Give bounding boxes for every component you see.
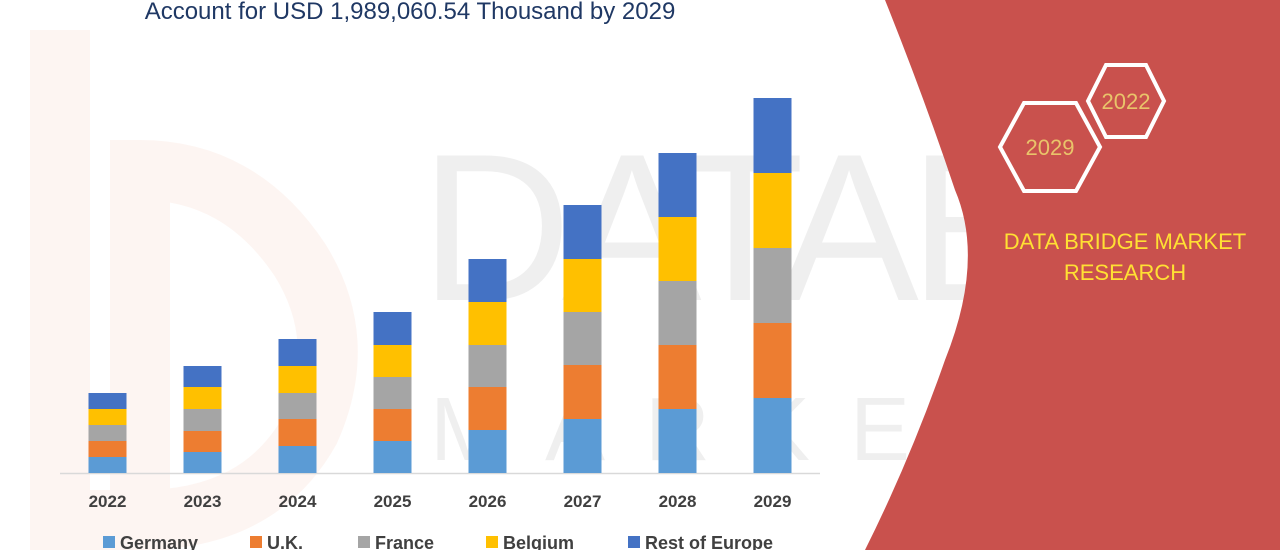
- bar-2022-germany: [88, 457, 127, 473]
- bar-2028-germany: [658, 409, 697, 473]
- bar-2024-u-k: [278, 419, 317, 446]
- legend-label: U.K.: [267, 533, 303, 550]
- bar-2026-france: [468, 345, 507, 387]
- bar-2024-belgium: [278, 366, 317, 393]
- bar-2029-france: [753, 248, 792, 323]
- legend-label: France: [375, 533, 434, 550]
- bar-2022-france: [88, 425, 127, 441]
- hexagon-label-2029: 2029: [1026, 135, 1075, 160]
- x-tick-label: 2023: [184, 492, 222, 511]
- x-tick-label: 2024: [279, 492, 317, 511]
- bar-2023-rest-of-europe: [183, 366, 222, 387]
- bar-2026-germany: [468, 430, 507, 473]
- bar-2027-germany: [563, 419, 602, 473]
- bar-2025-rest-of-europe: [373, 312, 412, 345]
- x-tick-label: 2026: [469, 492, 507, 511]
- bar-2028-u-k: [658, 345, 697, 409]
- hexagon-2029: [997, 101, 1103, 193]
- hexagon-label-2022: 2022: [1102, 89, 1151, 114]
- legend-swatch: [103, 536, 115, 548]
- bar-2022-u-k: [88, 441, 127, 457]
- bar-2026-belgium: [468, 302, 507, 345]
- bar-2024-rest-of-europe: [278, 339, 317, 366]
- bar-2028-belgium: [658, 217, 697, 281]
- legend-swatch: [486, 536, 498, 548]
- chart-title: Account for USD 1,989,060.54 Thousand by…: [144, 0, 676, 25]
- bar-2029-belgium: [753, 173, 792, 248]
- bar-2026-u-k: [468, 387, 507, 430]
- bar-2023-germany: [183, 452, 222, 473]
- bar-2023-france: [183, 409, 222, 431]
- bar-2025-germany: [373, 441, 412, 473]
- bar-2029-germany: [753, 398, 792, 473]
- bar-2025-france: [373, 377, 412, 409]
- bar-2024-germany: [278, 446, 317, 473]
- legend-swatch: [628, 536, 640, 548]
- bar-2028-france: [658, 281, 697, 345]
- legend-label: Belgium: [503, 533, 574, 550]
- bar-2023-belgium: [183, 387, 222, 409]
- bar-2027-france: [563, 312, 602, 365]
- bar-2022-rest-of-europe: [88, 393, 127, 409]
- bar-2028-rest-of-europe: [658, 153, 697, 217]
- x-tick-label: 2025: [374, 492, 412, 511]
- bar-2025-belgium: [373, 345, 412, 377]
- bar-2029-u-k: [753, 323, 792, 398]
- bar-2025-u-k: [373, 409, 412, 441]
- bar-2027-rest-of-europe: [563, 205, 602, 259]
- legend-label: Germany: [120, 533, 198, 550]
- legend-swatch: [358, 536, 370, 548]
- brand-panel: [865, 0, 1280, 550]
- x-tick-label: 2027: [564, 492, 602, 511]
- bar-2026-rest-of-europe: [468, 259, 507, 302]
- x-tick-label: 2028: [659, 492, 697, 511]
- bar-2022-belgium: [88, 409, 127, 425]
- bar-2023-u-k: [183, 431, 222, 452]
- legend-swatch: [250, 536, 262, 548]
- brand-line-2: RESEARCH: [1063, 260, 1187, 285]
- brand-name: DATA BRIDGE MARKET RESEARCH: [975, 226, 1275, 288]
- legend-label: Rest of Europe: [645, 533, 773, 550]
- brand-line-1: DATA BRIDGE MARKET: [1003, 229, 1247, 254]
- x-tick-label: 2022: [89, 492, 127, 511]
- x-tick-label: 2029: [754, 492, 792, 511]
- bar-2027-u-k: [563, 365, 602, 419]
- hexagon-2022: [1085, 63, 1167, 139]
- bar-2029-rest-of-europe: [753, 98, 792, 173]
- bar-2024-france: [278, 393, 317, 419]
- bar-2027-belgium: [563, 259, 602, 312]
